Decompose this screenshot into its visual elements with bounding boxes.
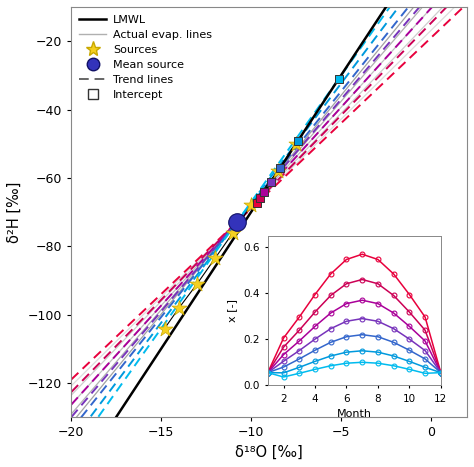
Point xyxy=(335,75,342,83)
Point xyxy=(193,280,201,288)
Point xyxy=(253,199,261,207)
X-axis label: Month: Month xyxy=(337,409,372,419)
Point xyxy=(261,188,268,196)
Point xyxy=(256,195,264,202)
Point xyxy=(292,140,300,148)
X-axis label: δ¹⁸O [‰]: δ¹⁸O [‰] xyxy=(235,445,303,460)
Point xyxy=(267,179,274,186)
Point xyxy=(211,255,219,262)
Point xyxy=(294,137,301,145)
Point xyxy=(175,304,183,312)
Y-axis label: x [-]: x [-] xyxy=(228,299,237,322)
Point xyxy=(233,219,240,226)
Point xyxy=(161,325,168,332)
Legend: LMWL, Actual evap. lines, Sources, Mean source, Trend lines, Intercept: LMWL, Actual evap. lines, Sources, Mean … xyxy=(74,10,217,104)
Y-axis label: δ²H [‰]: δ²H [‰] xyxy=(7,182,22,243)
Point xyxy=(274,168,282,175)
Point xyxy=(276,164,284,171)
Point xyxy=(229,229,237,236)
Point xyxy=(247,202,255,209)
